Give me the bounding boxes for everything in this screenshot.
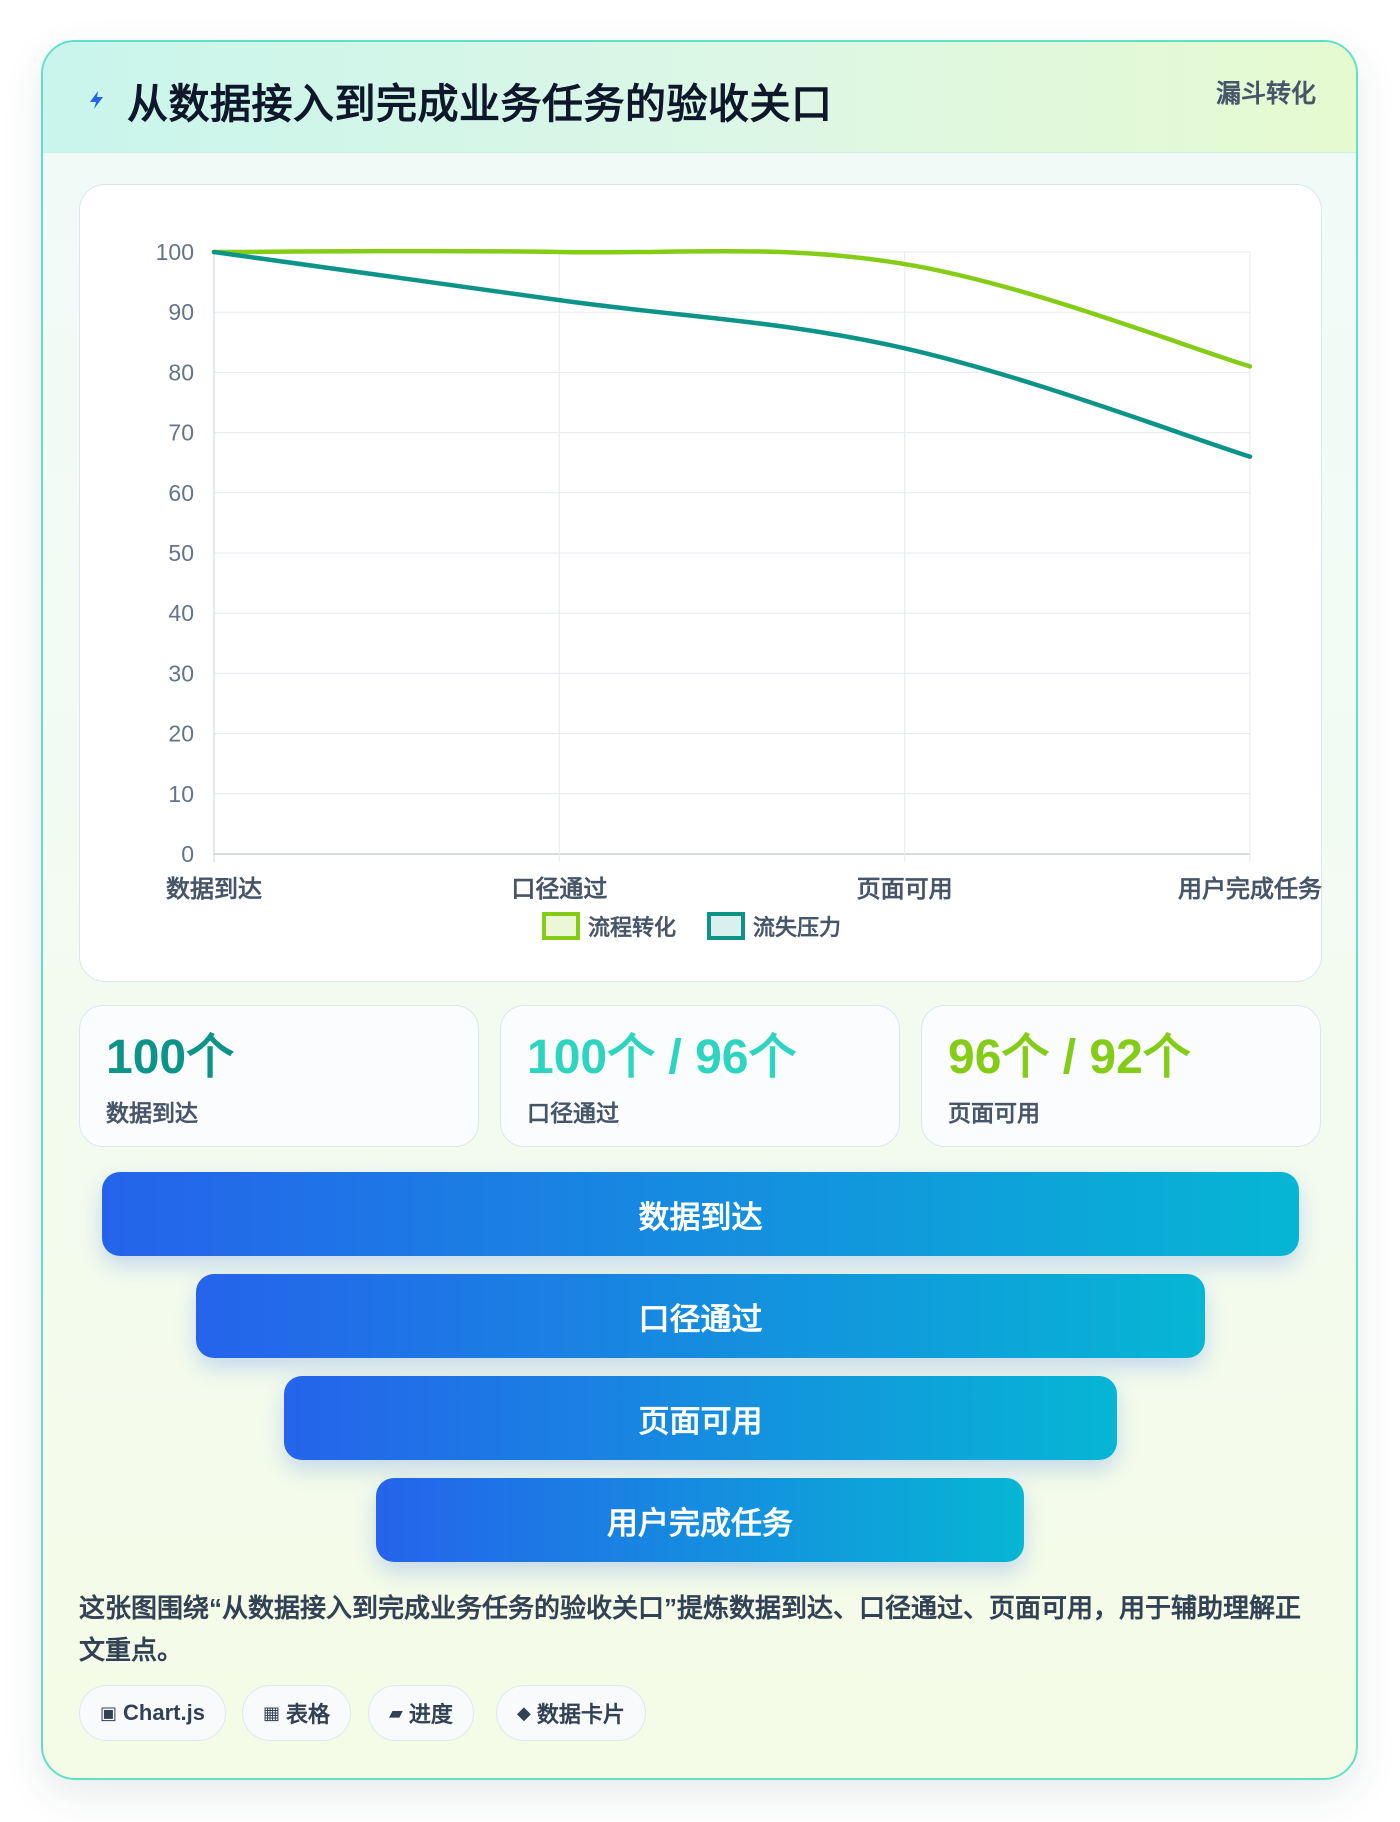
y-tick-label: 0 — [181, 841, 194, 867]
funnel-stage-2: 口径通过 — [196, 1274, 1205, 1358]
stat-value: 96个 / 92个 — [948, 1031, 1191, 1084]
line-chart: 0 10 20 30 40 50 60 70 80 90 100 数据到达 口径通过 页面可用 用户完成任务… — [156, 239, 1323, 940]
stat-label: 口径通过 — [527, 1100, 619, 1126]
tag-label: 表格 — [286, 1702, 331, 1727]
data-point — [902, 262, 907, 267]
progress-icon: ▰ — [389, 1702, 403, 1723]
lightning-icon — [90, 91, 103, 109]
data-card-icon: ◆ — [517, 1702, 531, 1723]
stat-label: 页面可用 — [948, 1100, 1040, 1126]
y-tick-label: 80 — [168, 359, 194, 385]
chart-icon: ▣ — [100, 1702, 118, 1723]
data-point — [212, 250, 216, 254]
funnel-stage-3: 页面可用 — [284, 1376, 1117, 1460]
data-point — [902, 346, 907, 351]
stat-value: 100个 — [106, 1031, 235, 1084]
stat-card-caliber: 100个 / 96个 口径通过 — [500, 1005, 900, 1147]
stat-card-page: 96个 / 92个 页面可用 — [921, 1005, 1321, 1147]
tag-progress[interactable]: ▰ 进度 — [368, 1685, 474, 1741]
legend-swatch — [542, 912, 580, 940]
x-tick-label: 口径通过 — [511, 876, 607, 903]
data-point — [557, 298, 562, 303]
tag-table[interactable]: ▦ 表格 — [242, 1685, 352, 1741]
series-line-1 — [211, 248, 1253, 369]
description-text: 这张图围绕“从数据接入到完成业务任务的验收关口”提炼数据到达、口径通过、页面可用… — [79, 1593, 1302, 1665]
card-header: 从数据接入到完成业务任务的验收关口 漏斗转化 — [43, 42, 1356, 153]
legend-label: 流失压力 — [753, 915, 841, 940]
x-tick-label: 页面可用 — [857, 876, 953, 903]
chart-panel: 0 10 20 30 40 50 60 70 80 90 100 数据到达 口径通过 页面可用 用户完成任务… — [79, 184, 1323, 982]
data-point — [1248, 454, 1252, 459]
page-title: 从数据接入到完成业务任务的验收关口 — [127, 81, 833, 127]
tag-label: 数据卡片 — [536, 1702, 625, 1727]
y-tick-label: 100 — [156, 239, 194, 265]
x-tick-label: 数据到达 — [166, 876, 262, 903]
x-tick-label: 用户完成任务 — [1178, 875, 1323, 903]
legend-label: 流程转化 — [588, 915, 676, 940]
tag-data-card[interactable]: ◆ 数据卡片 — [496, 1685, 646, 1741]
data-point — [557, 250, 562, 254]
y-tick-label: 10 — [168, 781, 194, 807]
y-tick-label: 50 — [168, 540, 194, 566]
y-tick-label: 70 — [168, 420, 194, 446]
stat-card-arrival: 100个 数据到达 — [79, 1005, 479, 1147]
funnel-stage-4: 用户完成任务 — [376, 1478, 1024, 1562]
y-tick-label: 30 — [168, 660, 194, 686]
data-point — [1248, 364, 1252, 369]
stat-value: 100个 / 96个 — [527, 1031, 797, 1084]
tag-label: Chart.js — [123, 1700, 205, 1725]
series-line-2 — [211, 249, 1253, 459]
y-tick-label: 40 — [168, 600, 194, 626]
header-tag: 漏斗转化 — [1215, 80, 1316, 108]
legend-swatch — [707, 912, 745, 940]
report-card: 从数据接入到完成业务任务的验收关口 漏斗转化 0 10 20 30 40 50 60 70 80… — [41, 40, 1358, 1780]
funnel-stage-1: 数据到达 — [102, 1172, 1299, 1256]
y-tick-label: 90 — [168, 299, 194, 325]
y-tick-label: 20 — [168, 721, 194, 747]
tag-chartjs[interactable]: ▣ Chart.js — [79, 1685, 226, 1741]
table-icon: ▦ — [263, 1702, 281, 1723]
y-tick-label: 60 — [168, 480, 194, 506]
stat-label: 数据到达 — [106, 1100, 198, 1126]
tag-label: 进度 — [408, 1702, 453, 1727]
